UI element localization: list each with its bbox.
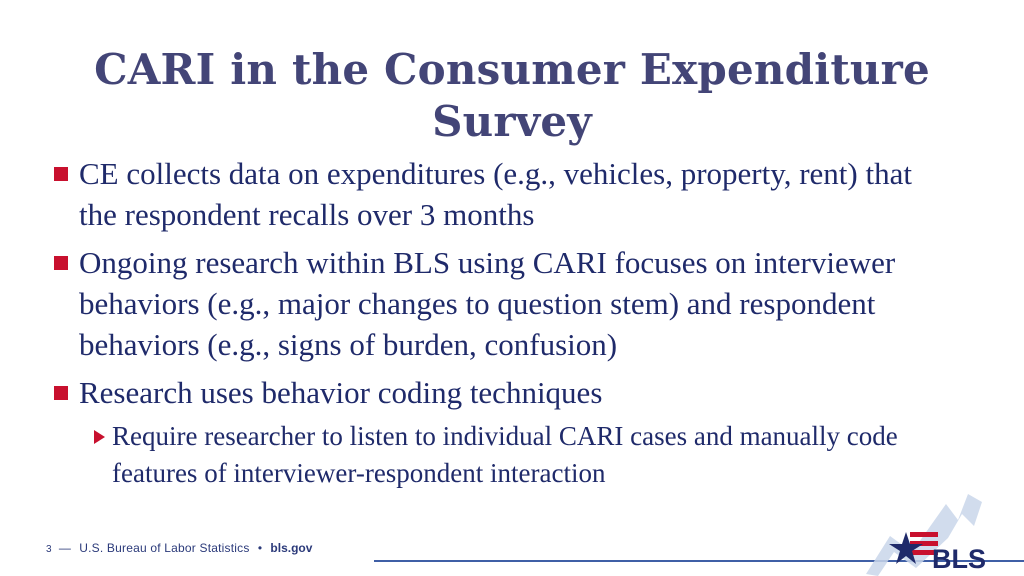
slide-footer: 3 — U.S. Bureau of Labor Statistics • bl… — [46, 541, 312, 555]
logo-text: BLS — [932, 544, 986, 574]
footer-url[interactable]: bls.gov — [270, 541, 313, 555]
bullet-item: Ongoing research within BLS using CARI f… — [52, 242, 952, 365]
footer-organization: U.S. Bureau of Labor Statistics — [79, 541, 250, 555]
bullet-item: Research uses behavior coding techniques — [52, 372, 952, 413]
footer-separator: • — [257, 541, 263, 555]
bullet-item: CE collects data on expenditures (e.g., … — [52, 153, 952, 235]
bullet-list: CE collects data on expenditures (e.g., … — [52, 153, 952, 492]
square-bullet-icon — [54, 167, 68, 181]
slide-title: CARI in the Consumer Expenditure Survey — [94, 45, 930, 146]
footer-dash: — — [58, 541, 71, 555]
bullet-text: Ongoing research within BLS using CARI f… — [79, 245, 896, 362]
sub-bullet-text: Require researcher to listen to individu… — [112, 421, 898, 488]
bullet-text: CE collects data on expenditures (e.g., … — [79, 156, 912, 232]
footer-rule — [374, 560, 1024, 562]
bls-logo-icon: BLS — [866, 494, 986, 576]
page-number: 3 — [46, 544, 52, 555]
bullet-text: Research uses behavior coding techniques — [79, 375, 603, 410]
square-bullet-icon — [54, 386, 68, 400]
sub-bullet-item: Require researcher to listen to individu… — [92, 418, 952, 492]
square-bullet-icon — [54, 256, 68, 270]
triangle-bullet-icon — [94, 430, 105, 444]
